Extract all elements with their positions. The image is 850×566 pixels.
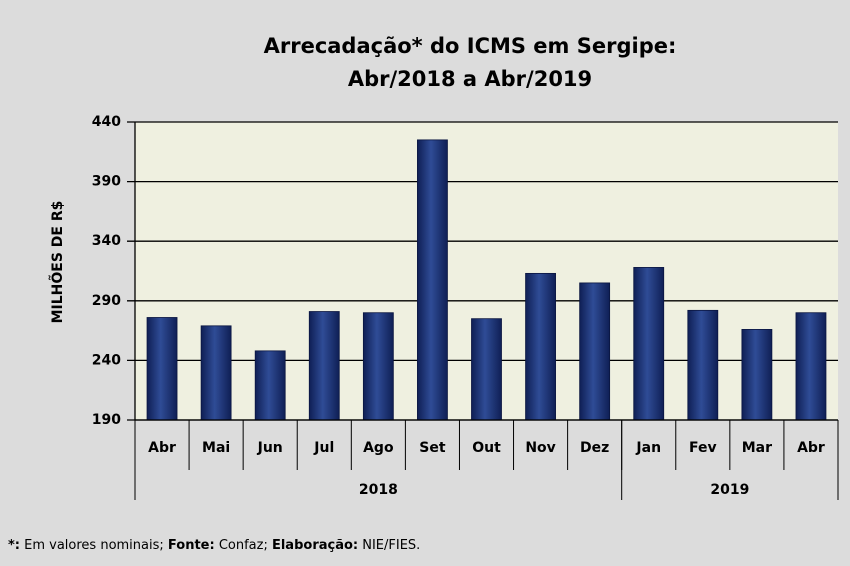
bar (200, 325, 232, 421)
x-tick-label: Abr (797, 440, 825, 456)
x-tick-label: Set (419, 440, 446, 456)
y-tick-label: 390 (92, 174, 121, 190)
chart-title: Arrecadação* do ICMS em Sergipe: (264, 34, 677, 58)
footnote-part: Elaboração: (272, 538, 358, 553)
bar (741, 329, 773, 421)
footnote: *: Em valores nominais; Fonte: Confaz; E… (8, 538, 420, 553)
bar (795, 312, 827, 421)
y-axis-label: MILHÕES DE R$ (48, 201, 66, 324)
bar (146, 317, 178, 421)
bar (633, 267, 665, 421)
bar (308, 311, 340, 421)
bar (525, 272, 556, 421)
bar (687, 309, 719, 421)
bar (579, 282, 611, 421)
footnote-part: Em valores nominais; (20, 538, 168, 553)
group-label: 2019 (710, 482, 749, 498)
x-tick-label: Ago (363, 440, 394, 456)
footnote-part: NIE/FIES. (358, 538, 420, 553)
x-tick-label: Jul (313, 440, 334, 456)
footnote-part: Confaz; (215, 538, 272, 553)
bar (471, 318, 502, 421)
x-tick-label: Mai (202, 440, 230, 456)
x-tick-label: Nov (525, 440, 555, 456)
chart-title: Abr/2018 a Abr/2019 (348, 67, 592, 91)
y-tick-label: 240 (92, 352, 121, 368)
x-tick-label: Jun (257, 440, 283, 456)
group-label: 2018 (359, 482, 398, 498)
bar (417, 139, 448, 421)
y-tick-label: 340 (92, 233, 121, 249)
bar (254, 350, 286, 421)
x-tick-label: Abr (148, 440, 176, 456)
y-tick-label: 440 (92, 114, 121, 130)
y-tick-label: 190 (92, 412, 121, 428)
footnote-part: *: (8, 538, 20, 553)
bar (362, 312, 394, 421)
y-tick-label: 290 (92, 293, 121, 309)
x-tick-label: Out (472, 440, 501, 456)
x-tick-label: Mar (742, 440, 772, 456)
x-tick-label: Fev (689, 440, 717, 456)
x-tick-label: Jan (635, 440, 661, 456)
x-tick-label: Dez (580, 440, 609, 456)
footnote-part: Fonte: (168, 538, 215, 553)
